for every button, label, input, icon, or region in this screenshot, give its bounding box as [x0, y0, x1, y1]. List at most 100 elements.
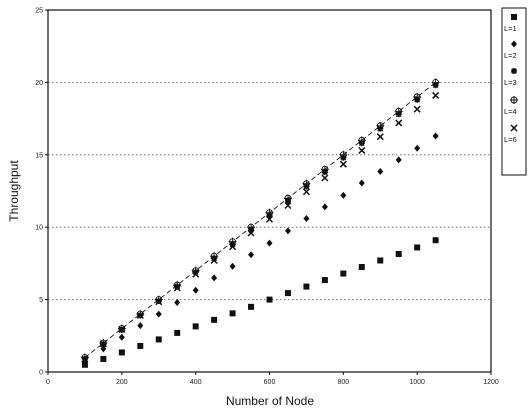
data-point — [174, 329, 181, 336]
data-point — [431, 78, 440, 87]
data-point — [376, 121, 385, 130]
legend-item: L=4 — [504, 96, 518, 116]
data-point — [211, 316, 218, 323]
data-point — [80, 353, 89, 362]
y-axis-title: Throughput — [7, 160, 21, 222]
data-point — [303, 215, 310, 223]
data-point — [283, 194, 292, 203]
data-point — [118, 333, 125, 341]
data-point — [358, 146, 366, 154]
legend-item: L=3 — [504, 68, 517, 87]
legend: L=1 L=2 L=3 L=4 L=6 — [501, 7, 527, 176]
x-axis-ticks: 0 200 400 600 800 1000 1200 — [46, 372, 499, 386]
data-point — [228, 237, 237, 246]
gridlines — [48, 82, 491, 301]
data-point — [137, 322, 144, 330]
reference-line-group — [84, 82, 436, 358]
data-point — [155, 298, 163, 306]
y-axis-ticks: 0 5 10 15 20 25 — [35, 8, 48, 377]
data-point — [192, 286, 199, 294]
data-point — [248, 303, 255, 310]
data-point — [321, 174, 329, 182]
legend-label: L=6 — [504, 135, 517, 144]
data-point — [118, 349, 125, 356]
data-point — [229, 310, 236, 317]
data-point — [321, 203, 328, 211]
series-l3 — [81, 82, 439, 362]
data-point — [265, 215, 274, 223]
y-tick-label: 0 — [39, 370, 43, 377]
x-tick-label: 800 — [337, 379, 349, 386]
data-point — [358, 179, 365, 187]
data-point — [136, 310, 145, 319]
data-point — [284, 227, 291, 235]
x-tick-label: 1000 — [409, 379, 425, 386]
legend-label: L=1 — [504, 24, 517, 33]
data-point — [377, 257, 384, 264]
x-axis-title: Number of Node — [226, 394, 314, 408]
legend-label: L=3 — [504, 78, 517, 87]
data-point — [100, 355, 107, 362]
data-point — [395, 119, 403, 127]
data-point — [339, 150, 348, 159]
data-point — [137, 342, 144, 349]
data-point — [432, 237, 439, 244]
data-points — [80, 78, 440, 368]
data-point — [247, 223, 256, 232]
legend-item: L=1 — [504, 14, 517, 33]
series-l1 — [81, 237, 439, 368]
data-point — [136, 311, 144, 320]
data-point — [340, 270, 347, 277]
data-point — [247, 229, 255, 237]
data-point — [211, 274, 218, 282]
data-point — [229, 243, 237, 251]
data-point — [394, 107, 403, 116]
data-point — [266, 239, 273, 247]
data-point — [118, 325, 126, 333]
x-tick-label: 200 — [116, 379, 128, 386]
data-point — [210, 256, 218, 265]
data-point — [320, 165, 329, 174]
data-point — [155, 310, 162, 318]
data-point — [413, 105, 421, 113]
y-tick-label: 15 — [35, 152, 43, 159]
data-point — [414, 144, 421, 152]
legend-marker — [511, 40, 517, 48]
data-point — [321, 277, 328, 284]
data-point — [155, 336, 162, 343]
x-tick-label: 1200 — [483, 379, 499, 386]
data-point — [339, 160, 347, 168]
series-l6 — [81, 91, 440, 363]
legend-marker — [510, 96, 518, 104]
data-point — [413, 92, 422, 101]
x-tick-label: 600 — [264, 379, 276, 386]
legend-item: L=2 — [504, 40, 517, 60]
data-point — [284, 290, 291, 297]
series-l2 — [81, 132, 439, 366]
data-point — [432, 91, 440, 99]
data-point — [173, 284, 181, 292]
data-point — [192, 270, 200, 278]
legend-box — [501, 7, 527, 176]
legend-marker — [511, 14, 517, 20]
plot-frame — [47, 9, 492, 373]
data-point — [266, 296, 273, 303]
legend-label: L=4 — [504, 107, 517, 116]
data-point — [340, 191, 347, 199]
data-point — [302, 179, 311, 188]
data-point — [248, 251, 255, 259]
legend-marker — [511, 68, 517, 74]
y-tick-label: 5 — [39, 297, 43, 304]
data-point — [357, 136, 366, 145]
data-point — [395, 156, 402, 164]
y-tick-label: 25 — [35, 8, 43, 15]
data-point — [81, 355, 89, 363]
data-point — [284, 201, 292, 210]
data-point — [395, 250, 402, 257]
data-point — [358, 264, 365, 271]
data-point — [302, 188, 310, 196]
legend-item: L=6 — [504, 124, 518, 144]
legend-marker — [510, 124, 518, 132]
data-point — [229, 262, 236, 270]
x-tick-label: 0 — [46, 379, 50, 386]
